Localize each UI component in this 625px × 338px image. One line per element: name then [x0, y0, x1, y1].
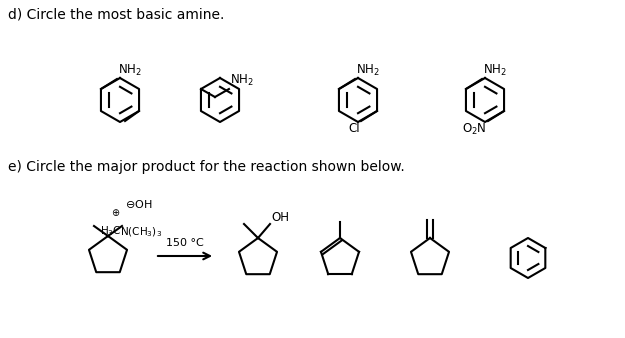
Text: NH$_2$: NH$_2$: [483, 63, 507, 78]
Text: H$_3$C: H$_3$C: [100, 224, 122, 238]
Text: e) Circle the major product for the reaction shown below.: e) Circle the major product for the reac…: [8, 160, 405, 174]
Text: NH$_2$: NH$_2$: [230, 73, 254, 88]
Text: NH$_2$: NH$_2$: [356, 63, 380, 78]
Text: d) Circle the most basic amine.: d) Circle the most basic amine.: [8, 8, 224, 22]
Text: NH$_2$: NH$_2$: [118, 63, 142, 78]
Text: 150 °C: 150 °C: [166, 238, 204, 248]
Text: N(CH$_3$)$_3$: N(CH$_3$)$_3$: [120, 225, 162, 239]
Text: O$_2$N: O$_2$N: [462, 122, 487, 137]
Text: OH: OH: [271, 211, 289, 224]
Text: $\oplus$: $\oplus$: [111, 207, 121, 217]
Text: $\ominus$OH: $\ominus$OH: [125, 198, 152, 210]
Text: Cl: Cl: [348, 122, 360, 135]
